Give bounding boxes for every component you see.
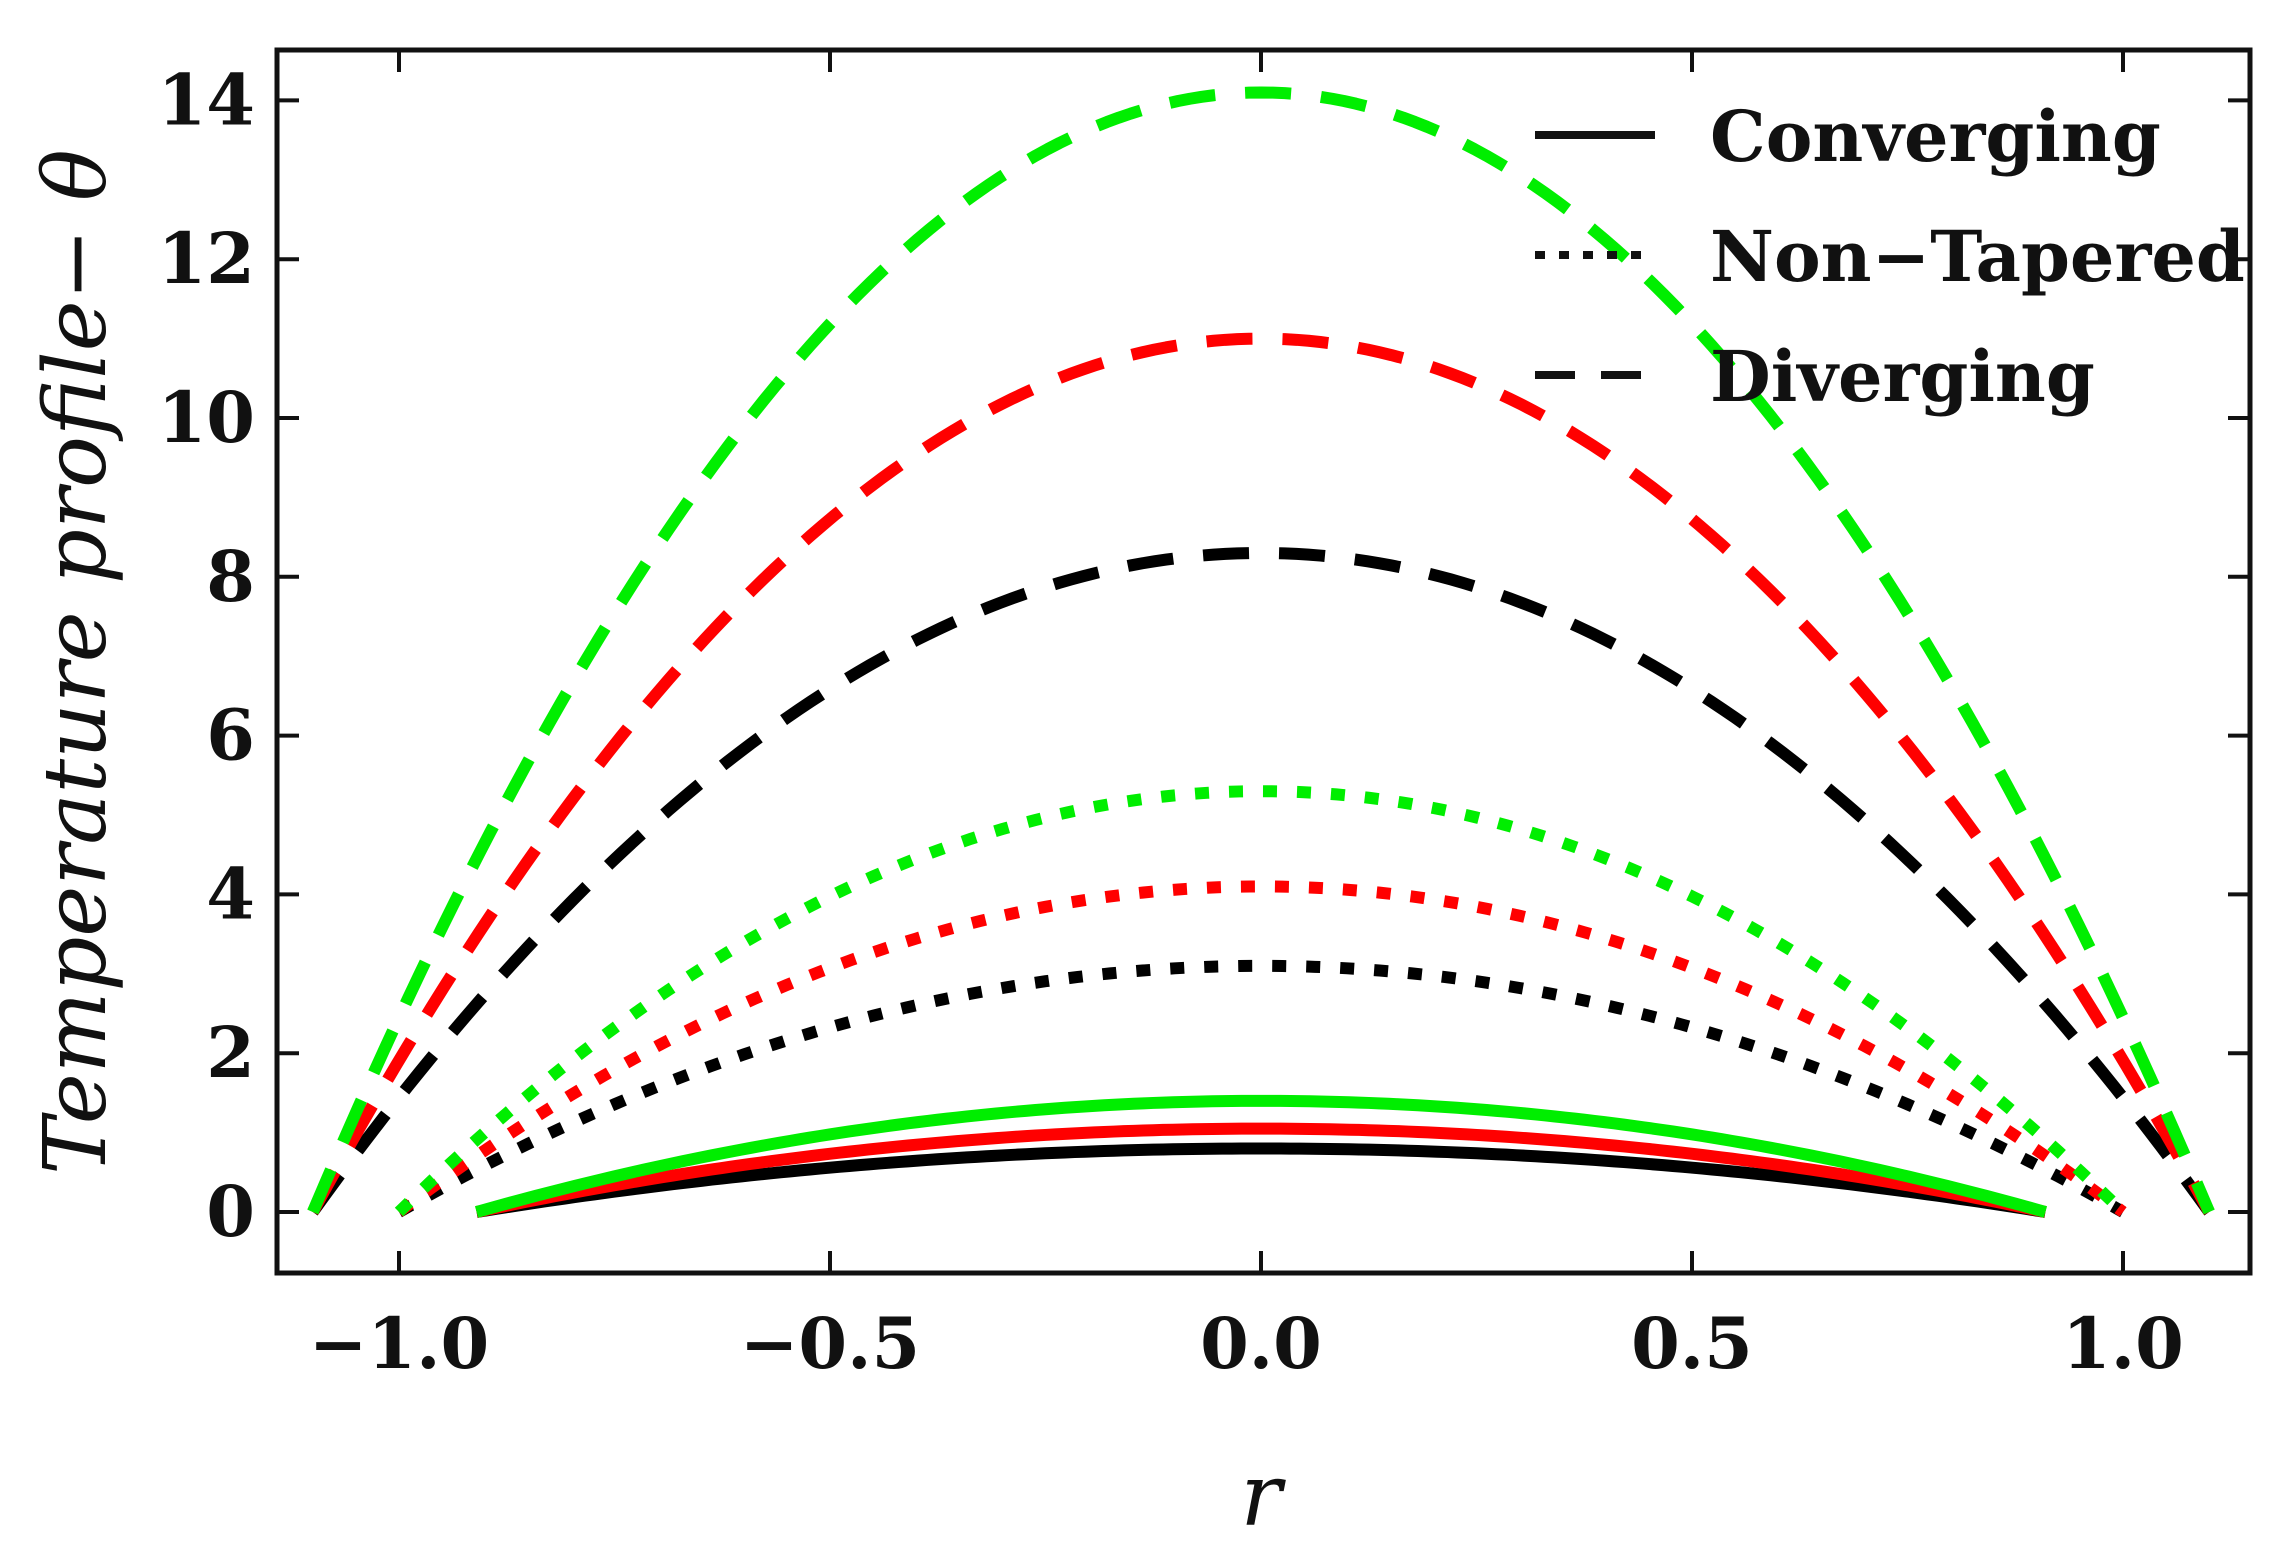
series-line-converging-green [474,1094,2048,1218]
legend: Converging Non−Tapered Diverging [1535,95,2245,418]
x-axis-title: r [1240,1446,1286,1546]
y-tick-label: 6 [206,694,255,777]
x-tick-label: −1.0 [309,1302,489,1385]
y-tick-label: 14 [158,58,255,141]
legend-label: Converging [1710,95,2161,178]
series-line-diverging-green [307,86,2215,1215]
series-layer [307,86,2215,1218]
legend-label: Non−Tapered [1710,215,2245,298]
y-tick-label: 2 [206,1011,255,1094]
series-line-diverging-black [307,546,2215,1216]
series-line-non-tapered-red [395,880,2127,1217]
y-tick-label: 12 [158,217,255,300]
x-tick-label: 0.0 [1200,1302,1322,1385]
y-tick-label: 10 [158,376,255,459]
legend-label: Diverging [1710,335,2095,418]
x-tick-label: 0.5 [1631,1302,1753,1385]
x-tick-label: 1.0 [2062,1302,2184,1385]
y-tick-label: 0 [206,1170,255,1253]
x-tick-label: −0.5 [740,1302,920,1385]
series-line-converging-black [475,1142,2047,1218]
series-line-non-tapered-black [396,959,2126,1218]
y-tick-label: 4 [206,852,255,935]
y-axis-title: Temperature profile− θ [26,149,126,1175]
series-line-converging-red [475,1122,2047,1218]
plot-frame [274,47,2253,1276]
tick-layer: −1.0 −0.5 0.0 0.5 1.0 0 2 4 6 8 10 12 14 [158,50,2250,1385]
y-tick-label: 8 [206,535,255,618]
